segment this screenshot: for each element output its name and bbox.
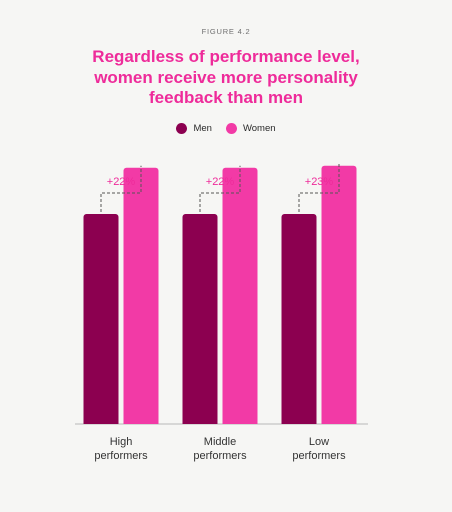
x-tick-label-line: performers xyxy=(193,450,247,462)
bar-women-1 xyxy=(222,167,258,425)
x-tick-label-2: Low performers xyxy=(269,435,369,463)
x-tick-label-1: Middle performers xyxy=(170,435,270,463)
difference-label-2: +23% xyxy=(305,176,334,188)
bar-base-men-1 xyxy=(182,420,218,424)
legend-swatch-women xyxy=(225,123,237,134)
legend-label-women: Women xyxy=(242,123,276,134)
legend: Men Women xyxy=(0,123,452,134)
title-line-2: women receive more personality xyxy=(94,67,358,87)
difference-bracket-1 xyxy=(199,165,241,212)
bar-base-men-2 xyxy=(281,420,317,424)
bar-base-women-2 xyxy=(321,420,357,424)
legend-swatch-men xyxy=(176,123,188,134)
difference-label-1: +22% xyxy=(206,176,235,188)
x-tick-label-line: High xyxy=(109,436,133,448)
x-tick-label-line: Low xyxy=(308,436,330,448)
bar-women-0 xyxy=(123,167,159,425)
chart-title: Regardless of performance level, women r… xyxy=(0,47,452,109)
figure-label: FIGURE 4.2 xyxy=(201,27,251,36)
x-tick-label-0: High performers xyxy=(71,435,171,463)
x-tick-label-line: Middle xyxy=(203,436,237,448)
bar-women-2 xyxy=(321,165,357,424)
bar-men-2 xyxy=(281,214,317,424)
bar-base-women-1 xyxy=(222,420,258,424)
bar-men-0 xyxy=(83,214,119,424)
x-tick-label-line: performers xyxy=(292,450,346,462)
difference-bracket-0 xyxy=(100,165,142,212)
x-tick-label-line: performers xyxy=(94,450,148,462)
legend-item-women: Women xyxy=(225,123,276,134)
title-line-1: Regardless of performance level, xyxy=(92,47,360,66)
bar-base-women-0 xyxy=(123,420,159,424)
bar-men-1 xyxy=(182,214,218,424)
bar-base-men-0 xyxy=(83,420,119,424)
title-line-3: feedback than men xyxy=(149,88,303,107)
legend-label-men: Men xyxy=(193,123,212,134)
difference-label-0: +22% xyxy=(107,176,136,188)
legend-item-men: Men xyxy=(176,123,212,134)
